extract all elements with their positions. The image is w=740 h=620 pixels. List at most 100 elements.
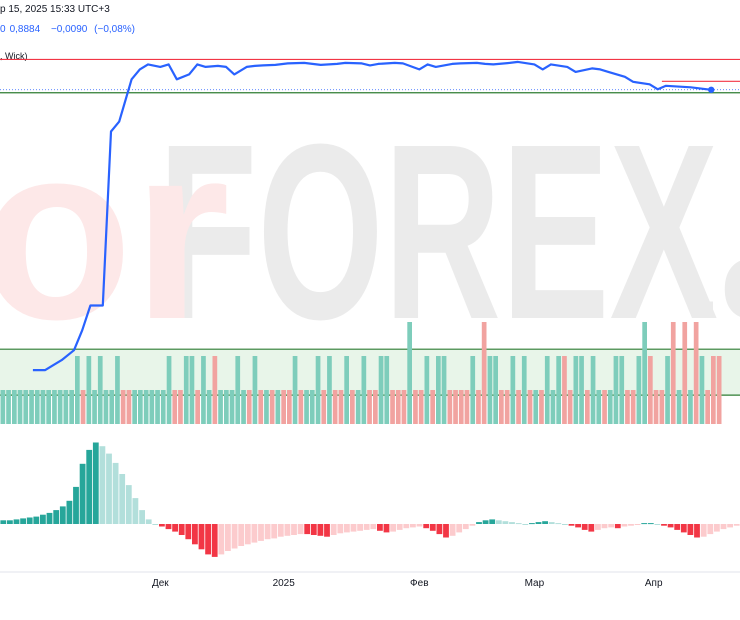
price-levels: [0, 58, 740, 94]
volume-bar: [693, 322, 699, 424]
oscillator-bar: [225, 524, 231, 551]
oscillator-bar: [66, 500, 73, 524]
volume-bar: [424, 356, 430, 424]
oscillator-bar: [515, 523, 522, 525]
x-tick-label: Мар: [525, 578, 545, 589]
oscillator-bar: [284, 524, 291, 536]
volume-bar: [298, 390, 304, 424]
volume-bar: [390, 390, 395, 424]
volume-bar: [252, 356, 258, 424]
volume-bar: [309, 390, 315, 424]
volume-bar: [665, 356, 670, 424]
volume-bar: [206, 390, 212, 424]
oscillator-bar: [522, 524, 529, 525]
volume-bar: [430, 390, 435, 424]
oscillator-bar: [674, 524, 681, 530]
volume-bar: [607, 390, 613, 424]
oscillator-bar: [46, 512, 53, 524]
volume-bar: [149, 390, 155, 424]
oscillator-bar: [449, 524, 456, 536]
volume-bar: [596, 390, 602, 424]
oscillator-bar: [205, 524, 211, 555]
oscillator-bar: [680, 524, 687, 533]
volume-bar: [275, 390, 281, 424]
volume-bar: [12, 390, 17, 424]
volume-bar: [436, 356, 441, 424]
oscillator-bar: [337, 524, 344, 534]
volume-bar: [69, 390, 74, 424]
volume-bar: [92, 390, 97, 424]
volume-bar: [327, 356, 332, 424]
oscillator-bar: [588, 524, 595, 532]
oscillator-bar: [271, 524, 278, 539]
indicator-legend: , Wick): [0, 51, 28, 61]
oscillator-bar: [714, 524, 720, 532]
watermark-right-fragment: .c: [690, 219, 740, 342]
volume-bar: [155, 390, 160, 424]
oscillator-bar: [614, 524, 621, 529]
last-price-dot: [708, 86, 715, 93]
oscillator-bar: [218, 524, 225, 555]
oscillator-bar: [0, 520, 7, 524]
volume-bar: [224, 390, 229, 424]
oscillator-bar: [258, 524, 264, 541]
oscillator-bar: [251, 524, 258, 543]
watermark-left-fragment: or: [0, 92, 230, 371]
volume-bar: [160, 390, 166, 424]
oscillator-bar: [33, 516, 40, 524]
oscillator-bar: [489, 519, 496, 524]
oscillator-bar: [608, 524, 615, 528]
oscillator-bar: [568, 524, 575, 526]
oscillator-bar: [443, 524, 449, 538]
oscillator-bar: [621, 524, 628, 527]
oscillator-bar: [317, 524, 324, 536]
x-tick-label: Апр: [645, 578, 663, 589]
oscillator-bar: [40, 514, 46, 524]
x-axis: Дек 2025 Фев Мар Апр: [0, 571, 740, 589]
volume-bar: [195, 390, 200, 424]
chart-date-header: р 15, 2025 15:33 UTC+3: [0, 4, 110, 15]
volume-bar: [567, 390, 573, 424]
oscillator-bar: [344, 524, 350, 533]
oscillator-bar: [79, 463, 86, 524]
volume-bar: [441, 356, 447, 424]
volume-zone: [0, 348, 740, 396]
oscillator-bar: [26, 517, 33, 524]
oscillator-bar: [416, 524, 423, 527]
volume-bar: [401, 390, 407, 424]
oscillator-bar: [132, 498, 139, 524]
volume-bar: [510, 356, 516, 424]
oscillator-bar: [192, 524, 198, 545]
price-value: 0 0,8884: [0, 24, 41, 35]
oscillator-bar: [647, 523, 654, 525]
oscillator-bar: [390, 524, 396, 532]
volume-bar: [562, 356, 567, 424]
oscillator-bar: [476, 522, 482, 524]
oscillator-bar: [264, 524, 271, 540]
oscillator-bar: [423, 524, 430, 529]
volume-bar: [361, 356, 367, 424]
x-tick-label: 2025: [273, 578, 296, 589]
volume-bar: [653, 390, 659, 424]
volume-bar: [367, 390, 372, 424]
price-series: [32, 60, 715, 372]
oscillator-bar: [700, 524, 707, 537]
oscillator-bar: [165, 524, 172, 530]
volume-bar: [476, 390, 481, 424]
volume-bar: [481, 322, 487, 424]
volume-bar: [539, 390, 544, 424]
volume-bar: [246, 390, 252, 424]
volume-bar: [235, 356, 241, 424]
oscillator-bar: [628, 524, 634, 526]
volume-bar: [103, 390, 109, 424]
oscillator-histogram: [0, 442, 740, 557]
volume-bar: [407, 322, 412, 424]
volume-bar: [344, 356, 349, 424]
oscillator-bar: [654, 524, 661, 525]
volume-bar: [269, 390, 275, 424]
x-tick-label: Фев: [410, 578, 428, 589]
volume-bar: [716, 356, 722, 424]
oscillator-bar: [244, 524, 251, 545]
